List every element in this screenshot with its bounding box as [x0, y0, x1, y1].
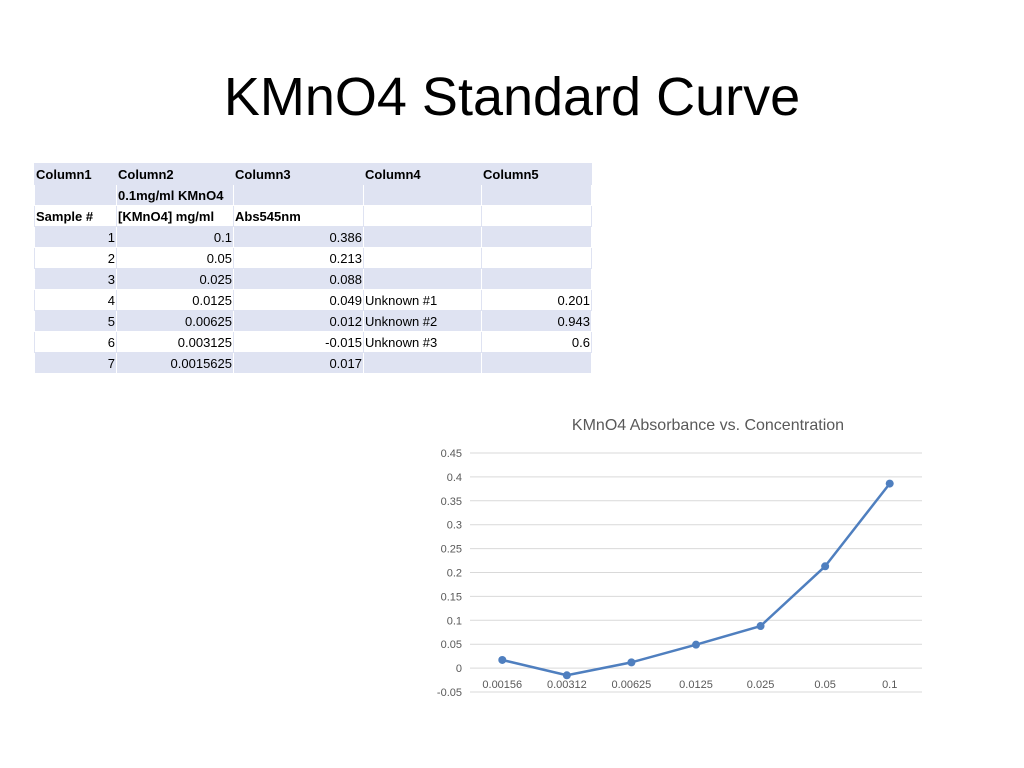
x-tick-label: 0.1	[882, 679, 897, 691]
table-cell	[481, 247, 592, 269]
table-cell	[34, 184, 117, 206]
y-tick-label: 0.4	[447, 472, 462, 484]
table-cell: 0.003125	[116, 331, 234, 353]
table-cell: 2	[34, 247, 117, 269]
table-cell: 0.213	[233, 247, 364, 269]
y-tick-label: 0.45	[441, 448, 462, 460]
data-point	[692, 640, 700, 649]
table-cell: 0.017	[233, 352, 364, 374]
data-point	[885, 479, 894, 488]
table-cell	[481, 268, 592, 290]
x-tick-label: 0.00156	[482, 679, 522, 691]
table-cell: 0.00625	[116, 310, 234, 332]
table-cell: Abs545nm	[233, 205, 364, 227]
table-cell: [KMnO4] mg/ml	[116, 205, 234, 227]
table-cell: 0.0125	[116, 289, 234, 311]
table-cell	[481, 226, 592, 248]
table-row: 3 0.025 0.088	[34, 268, 592, 290]
table-row: 5 0.00625 0.012 Unknown #2 0.943	[34, 310, 592, 332]
table-cell	[233, 184, 364, 206]
table-cell: 7	[34, 352, 117, 374]
table-row: 0.1mg/ml KMnO4	[34, 184, 592, 206]
table-cell: 0.0015625	[116, 352, 234, 374]
table-cell: Column5	[481, 163, 592, 185]
x-tick-label: 0.00312	[547, 679, 587, 691]
table-cell: 6	[34, 331, 117, 353]
table-cell	[363, 226, 482, 248]
table-cell: 0.088	[233, 268, 364, 290]
y-tick-label: 0.35	[441, 496, 462, 508]
slide-title: KMnO4 Standard Curve	[223, 67, 801, 127]
y-tick-label: 0.1	[447, 615, 462, 627]
table-cell: Unknown #2	[363, 310, 482, 332]
table-cell: 0.201	[481, 289, 592, 311]
table-cell: 0.386	[233, 226, 364, 248]
x-tick-label: 0.00625	[612, 679, 652, 691]
data-point	[627, 658, 636, 667]
table-cell: 4	[34, 289, 117, 311]
table-header-row: Column1 Column2 Column3 Column4 Column5	[34, 163, 592, 185]
data-table: Column1 Column2 Column3 Column4 Column5 0.1mg…	[34, 163, 592, 374]
table-cell: 1	[34, 226, 117, 248]
table-cell	[363, 184, 482, 206]
table-cell: Unknown #1	[363, 289, 482, 311]
y-tick-label: 0.25	[441, 544, 462, 556]
table-cell	[363, 352, 482, 374]
y-tick-label: 0.2	[447, 568, 462, 580]
y-tick-label: 0.3	[447, 520, 462, 532]
table-cell: Column3	[233, 163, 364, 185]
table-cell: 0.025	[116, 268, 234, 290]
table-cell: -0.015	[233, 331, 364, 353]
table-cell	[363, 205, 482, 227]
table-row: Sample # [KMnO4] mg/ml Abs545nm	[34, 205, 592, 227]
y-tick-label: 0	[456, 663, 462, 675]
chart-title: KMnO4 Absorbance vs. Concentration	[572, 417, 844, 434]
x-tick-label: 0.0125	[679, 679, 713, 691]
chart-container: KMnO4 Absorbance vs. Concentration -0.05 0…	[420, 405, 940, 705]
y-tick-label: 0.15	[441, 591, 462, 603]
data-point	[821, 562, 830, 571]
table-cell	[481, 205, 592, 227]
table-cell: 0.943	[481, 310, 592, 332]
table-cell	[481, 184, 592, 206]
x-tick-label: 0.05	[814, 679, 835, 691]
table-row: 6 0.003125 -0.015 Unknown #3 0.6	[34, 331, 592, 353]
table-cell: 5	[34, 310, 117, 332]
table-cell: 0.05	[116, 247, 234, 269]
table-cell: 3	[34, 268, 117, 290]
data-point	[756, 622, 765, 631]
data-point	[498, 655, 507, 664]
data-point	[562, 671, 571, 680]
table-row: 1 0.1 0.386	[34, 226, 592, 248]
table-cell: Column1	[34, 163, 117, 185]
table-cell: 0.012	[233, 310, 364, 332]
table-row: 7 0.0015625 0.017	[34, 352, 592, 374]
table-cell: 0.6	[481, 331, 592, 353]
table-row: 4 0.0125 0.049 Unknown #1 0.201	[34, 289, 592, 311]
table-cell: Sample #	[34, 205, 117, 227]
table-cell	[363, 268, 482, 290]
table-cell: 0.1	[116, 226, 234, 248]
table-cell: 0.1mg/ml KMnO4	[116, 184, 234, 206]
line-chart: KMnO4 Absorbance vs. Concentration -0.05 0…	[437, 417, 922, 699]
table-cell: 0.049	[233, 289, 364, 311]
x-tick-label: 0.025	[747, 679, 775, 691]
table-cell: Column4	[363, 163, 482, 185]
y-tick-label: 0.05	[441, 639, 462, 651]
y-tick-label: -0.05	[437, 687, 462, 699]
table-cell	[363, 247, 482, 269]
table-cell: Column2	[116, 163, 234, 185]
table-cell: Unknown #3	[363, 331, 482, 353]
table-cell	[481, 352, 592, 374]
table-row: 2 0.05 0.213	[34, 247, 592, 269]
